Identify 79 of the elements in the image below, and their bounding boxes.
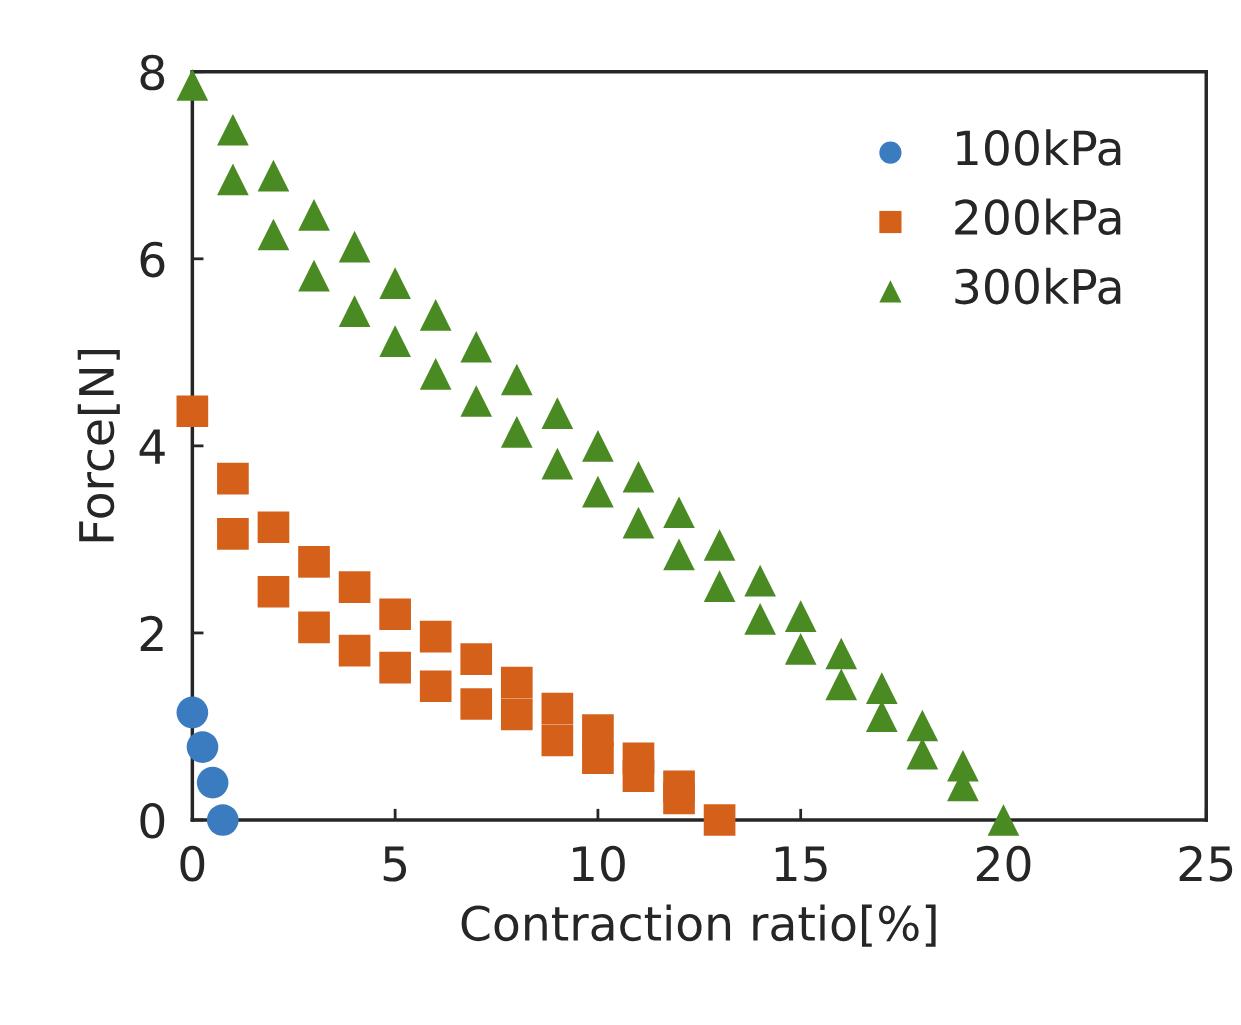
point (460, 688, 493, 720)
point (500, 363, 533, 396)
point (176, 696, 209, 729)
point (257, 159, 290, 192)
point (460, 330, 493, 363)
point (298, 611, 330, 644)
point (298, 199, 330, 231)
point (379, 651, 411, 684)
point (419, 670, 452, 703)
y-tick-label: 6 (140, 241, 165, 278)
point (186, 731, 219, 763)
x-tick-label: 5 (383, 846, 407, 882)
x-tick-label: 25 (1179, 845, 1233, 882)
y-tick-label: 4 (139, 429, 165, 464)
point (338, 571, 371, 603)
point (663, 538, 695, 571)
x-tick-label: 15 (775, 846, 827, 882)
y-tick-label: 8 (140, 54, 165, 91)
point (825, 668, 858, 701)
point (825, 637, 858, 670)
point (217, 517, 249, 550)
point (257, 511, 290, 544)
point (622, 460, 655, 493)
point (176, 69, 209, 101)
point (338, 295, 371, 328)
point (379, 267, 411, 299)
point (419, 358, 452, 390)
point (206, 804, 239, 836)
y-axis-title: Force[N] (77, 350, 120, 542)
point (257, 218, 290, 251)
point (541, 447, 574, 480)
point (217, 113, 249, 146)
point (217, 462, 249, 495)
point (582, 742, 614, 775)
point (298, 259, 330, 292)
point (744, 603, 776, 635)
point (582, 430, 614, 462)
point (622, 506, 655, 539)
point (744, 564, 776, 597)
point (703, 804, 736, 836)
point (663, 496, 695, 529)
point (379, 325, 411, 357)
legend-label: 100kPa (956, 129, 1121, 166)
point (419, 299, 452, 331)
point (784, 633, 817, 665)
x-tick-label: 20 (976, 845, 1031, 882)
y-tick-label: 2 (140, 615, 163, 651)
x-tick-label: 0 (180, 845, 205, 882)
legend-label: 300kPa (955, 267, 1121, 305)
point (703, 570, 736, 603)
point (865, 672, 898, 704)
point (176, 395, 209, 428)
point (196, 766, 229, 799)
point (298, 546, 330, 578)
point (541, 397, 574, 429)
point (582, 475, 614, 508)
point (460, 643, 493, 675)
point (541, 724, 574, 757)
point (703, 529, 736, 561)
point (500, 698, 533, 731)
y-tick-label: 0 (140, 802, 165, 839)
point (257, 575, 290, 608)
point (906, 709, 939, 742)
point (622, 760, 655, 792)
point (987, 804, 1020, 836)
point (217, 163, 249, 196)
legend-label: 200kPa (955, 198, 1121, 236)
point (663, 782, 695, 815)
x-axis-title: Contraction ratio[%] (461, 904, 936, 947)
point (500, 416, 533, 448)
x-tick-label: 10 (573, 845, 625, 882)
point (460, 385, 493, 417)
point (379, 598, 411, 631)
point (338, 230, 371, 263)
point (784, 600, 817, 632)
point (338, 634, 371, 667)
point (541, 692, 574, 725)
point (500, 666, 533, 699)
point (419, 620, 452, 653)
